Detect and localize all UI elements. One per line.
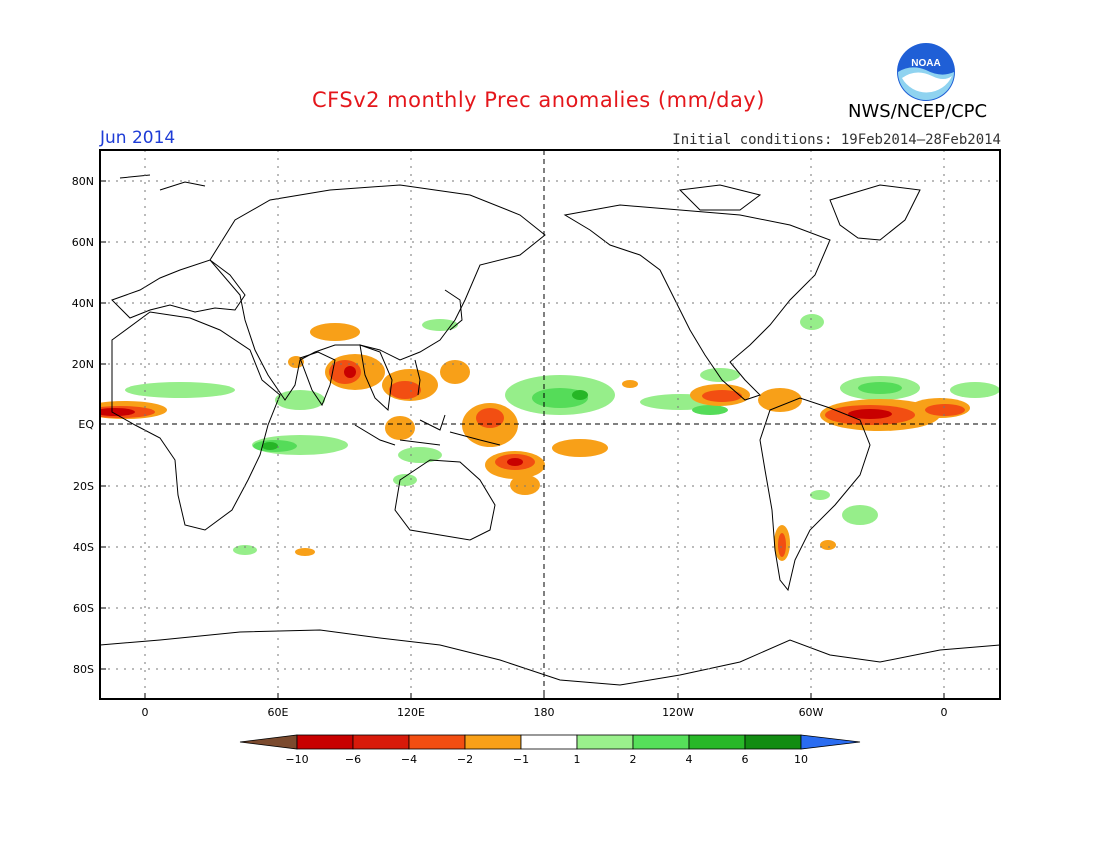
agency-label: NWS/NCEP/CPC (848, 101, 988, 122)
lat-ticks (100, 180, 106, 670)
colorbar-label: −2 (457, 753, 473, 766)
lat-label: 20S (73, 480, 94, 493)
colorbar-swatch (800, 734, 861, 750)
lon-label: 0 (142, 706, 149, 719)
lat-label: 80S (73, 663, 94, 676)
colorbar-swatch (744, 734, 802, 750)
lon-label: 120W (662, 706, 694, 719)
lon-label: 120E (397, 706, 425, 719)
colorbar-swatch (576, 734, 634, 750)
lat-label: EQ (78, 418, 94, 431)
valid-month: Jun 2014 (100, 128, 176, 148)
colorbar-swatch (408, 734, 466, 750)
colorbar-swatch (296, 734, 354, 750)
initial-conditions: Initial conditions: 19Feb2014–28Feb2014 (672, 132, 1001, 148)
colorbar-label: 4 (686, 753, 693, 766)
lat-label: 60N (72, 236, 94, 249)
lon-label: 0 (941, 706, 948, 719)
colorbar-label: 1 (574, 753, 581, 766)
colorbar-label: 2 (630, 753, 637, 766)
lat-label: 20N (72, 358, 94, 371)
lon-ticks (144, 693, 945, 699)
colorbar-label: 10 (794, 753, 808, 766)
noaa-logo: NOAA (896, 42, 956, 106)
colorbar-label: −1 (513, 753, 529, 766)
colorbar-label: −6 (345, 753, 361, 766)
noaa-logo-text: NOAA (911, 58, 940, 69)
graticule (100, 150, 1000, 699)
colorbar-swatch (632, 734, 690, 750)
lat-label: 40S (73, 541, 94, 554)
colorbar-swatch (520, 734, 578, 750)
colorbar-label: 6 (742, 753, 749, 766)
colorbar (239, 734, 861, 750)
lat-label: 80N (72, 175, 94, 188)
lon-label: 60W (799, 706, 824, 719)
colorbar-label: −10 (285, 753, 308, 766)
colorbar-swatch (352, 734, 410, 750)
lat-label: 40N (72, 297, 94, 310)
lon-label: 180 (534, 706, 555, 719)
colorbar-swatch (688, 734, 746, 750)
lon-label: 60E (268, 706, 289, 719)
lat-label: 60S (73, 602, 94, 615)
colorbar-swatch (464, 734, 522, 750)
colorbar-label: −4 (401, 753, 417, 766)
chart-title: CFSv2 monthly Prec anomalies (mm/day) (312, 88, 765, 112)
colorbar-swatch (239, 734, 298, 750)
equator-and-dateline (100, 150, 1000, 699)
anomaly-patches (100, 314, 1000, 561)
coastlines (100, 174, 1000, 686)
